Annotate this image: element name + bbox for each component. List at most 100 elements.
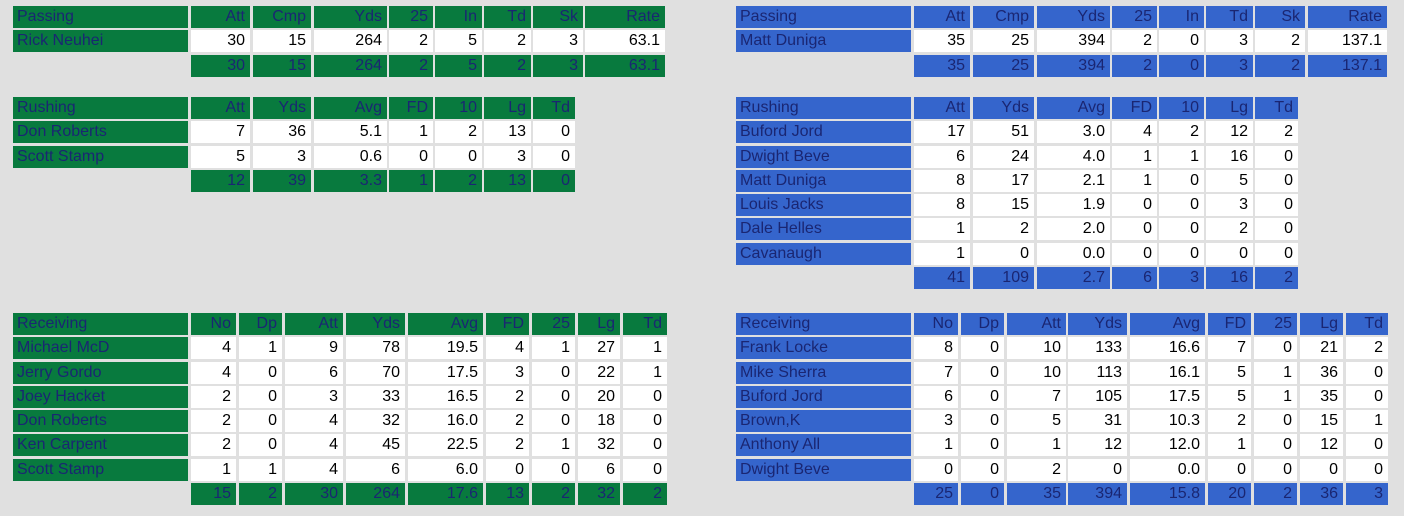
stat-cell: 0	[1254, 337, 1297, 360]
stat-cell: 16.5	[408, 385, 483, 408]
stat-cell: 19.5	[408, 337, 483, 360]
stat-cell: 9	[285, 337, 343, 360]
stat-cell: 1	[239, 337, 282, 360]
column-header: Td	[484, 6, 531, 28]
column-header: Att	[191, 6, 250, 28]
stat-cell: 2	[191, 385, 236, 408]
stat-cell: 17.5	[408, 361, 483, 384]
total-cell: 2	[1255, 54, 1305, 77]
total-cell: 2	[435, 169, 482, 192]
stat-cell: 1	[1159, 145, 1204, 168]
stat-cell: 15	[973, 194, 1034, 217]
column-header: Avg	[1037, 97, 1110, 119]
stat-cell: 137.1	[1308, 30, 1387, 53]
column-header: Lg	[578, 313, 620, 335]
column-header: Yds	[973, 97, 1034, 119]
column-header: Td	[1346, 313, 1388, 335]
stat-cell: 0	[1112, 218, 1157, 241]
stat-cell: 0	[623, 385, 667, 408]
stat-cell: 0	[1255, 194, 1298, 217]
stat-cell: 20	[578, 385, 620, 408]
stat-cell: 16.1	[1130, 361, 1205, 384]
total-cell: 2.7	[1037, 267, 1110, 290]
stat-cell: 8	[914, 194, 970, 217]
player-name: Matt Duniga	[736, 169, 911, 192]
column-header: 25	[1112, 6, 1157, 28]
total-cell: 394	[1037, 54, 1110, 77]
stat-cell: 0	[1255, 169, 1298, 192]
player-name: Don Roberts	[13, 121, 188, 144]
stat-cell: 21	[1300, 337, 1343, 360]
total-cell: 15	[191, 483, 236, 506]
column-header: Sk	[1255, 6, 1305, 28]
stat-cell: 4.0	[1037, 145, 1110, 168]
column-header: FD	[486, 313, 529, 335]
section-title: Receiving	[13, 313, 188, 335]
total-cell: 13	[486, 483, 529, 506]
stat-cell: 1.9	[1037, 194, 1110, 217]
stat-cell: 45	[346, 434, 405, 457]
total-cell: 2	[389, 54, 433, 77]
stat-cell: 1	[914, 434, 958, 457]
stat-cell: 2	[1159, 121, 1204, 144]
column-header: Sk	[533, 6, 583, 28]
stat-cell: 31	[1068, 410, 1127, 433]
stat-cell: 2	[486, 410, 529, 433]
stat-cell: 30	[191, 30, 250, 53]
column-header: Lg	[484, 97, 531, 119]
column-header: Yds	[1068, 313, 1127, 335]
stat-cell: 35	[914, 30, 970, 53]
stat-cell: 0	[961, 410, 1004, 433]
stat-cell: 5	[435, 30, 482, 53]
stat-cell: 0	[1254, 458, 1297, 481]
stat-cell: 15	[1300, 410, 1343, 433]
column-header: Yds	[253, 97, 311, 119]
stat-cell: 51	[973, 121, 1034, 144]
total-cell: 1	[389, 169, 433, 192]
stat-cell: 2	[486, 434, 529, 457]
total-cell: 2	[1254, 483, 1297, 506]
stat-cell: 1	[623, 337, 667, 360]
stat-cell: 16.0	[408, 410, 483, 433]
stat-cell: 8	[914, 337, 958, 360]
stat-cell: 0	[239, 410, 282, 433]
stat-cell: 2	[1255, 121, 1298, 144]
total-cell: 20	[1208, 483, 1251, 506]
column-header: 25	[389, 6, 433, 28]
stat-cell: 1	[532, 434, 575, 457]
stat-cell: 6.0	[408, 458, 483, 481]
stat-cell: 16.6	[1130, 337, 1205, 360]
column-header: Avg	[1130, 313, 1205, 335]
stat-cell: 0	[623, 410, 667, 433]
column-header: Td	[533, 97, 575, 119]
player-name: Dwight Beve	[736, 145, 911, 168]
stat-cell: 2	[1208, 410, 1251, 433]
column-header: Rate	[585, 6, 665, 28]
stat-cell: 5.1	[314, 121, 387, 144]
total-cell: 32	[578, 483, 620, 506]
stat-cell: 1	[1112, 145, 1157, 168]
stat-cell: 63.1	[585, 30, 665, 53]
section-title: Receiving	[736, 313, 911, 335]
total-cell: 137.1	[1308, 54, 1387, 77]
total-cell: 13	[484, 169, 531, 192]
stat-cell: 10	[1007, 337, 1066, 360]
column-header: Td	[1206, 6, 1253, 28]
stat-cell: 0	[1159, 30, 1204, 53]
total-cell: 0	[533, 169, 575, 192]
column-header: FD	[389, 97, 433, 119]
stat-cell: 10	[1007, 361, 1066, 384]
stat-cell: 2	[484, 30, 531, 53]
stat-cell: 6	[285, 361, 343, 384]
total-cell: 39	[253, 169, 311, 192]
total-cell: 41	[914, 267, 970, 290]
stat-cell: 0	[961, 361, 1004, 384]
total-cell: 3	[1206, 54, 1253, 77]
stat-cell: 0.6	[314, 145, 387, 168]
stat-cell: 2	[1255, 30, 1305, 53]
stat-cell: 36	[1300, 361, 1343, 384]
column-header: Avg	[408, 313, 483, 335]
stat-cell: 0	[1255, 145, 1298, 168]
stat-cell: 1	[191, 458, 236, 481]
stat-cell: 2	[1206, 218, 1253, 241]
